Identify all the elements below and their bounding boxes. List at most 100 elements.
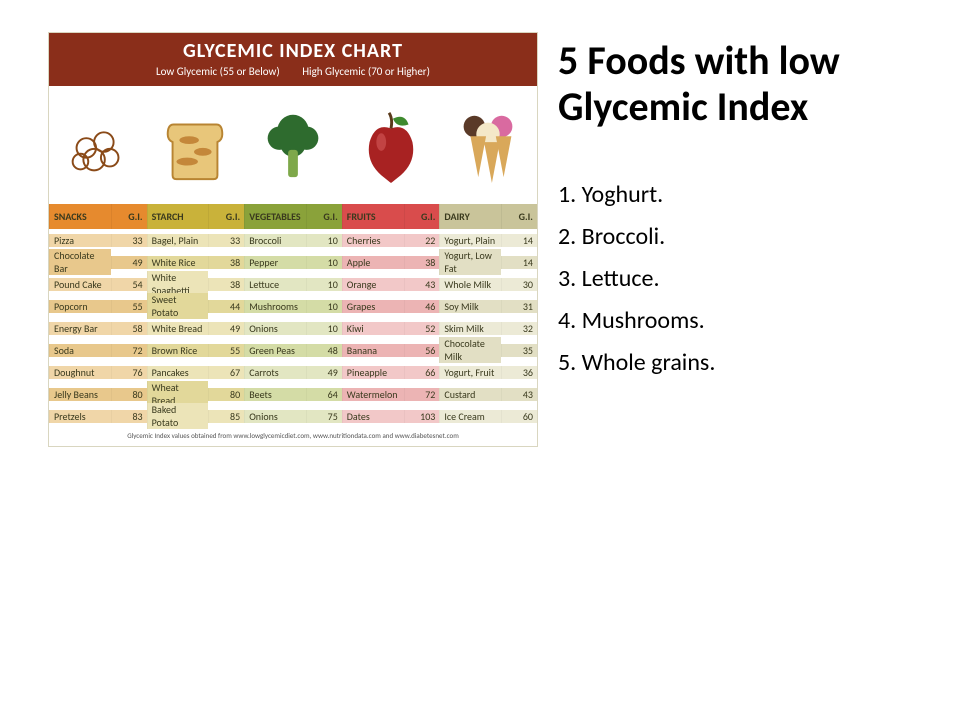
- table-row: Pretzels83Baked Potato85Onions75Dates103…: [49, 405, 537, 427]
- cell-name: White Bread: [147, 322, 209, 335]
- cell-gi: 52: [404, 322, 440, 335]
- cell-name: Dates: [342, 410, 404, 423]
- cell-name: Banana: [342, 344, 404, 357]
- cell-gi: 55: [208, 344, 244, 357]
- cell-gi: 103: [404, 410, 440, 423]
- cell-name: Yogurt, Low Fat: [439, 249, 501, 275]
- cell-gi: 33: [208, 234, 244, 247]
- cell-name: Pretzels: [49, 410, 111, 423]
- food-images-row: [49, 86, 537, 204]
- cell-gi: 46: [404, 300, 440, 313]
- cell-gi: 56: [404, 344, 440, 357]
- cell-name: Onions: [244, 322, 306, 335]
- cell-name: Chocolate Bar: [49, 249, 111, 275]
- table-row: Chocolate Bar49White Rice38Pepper10Apple…: [49, 251, 537, 273]
- cell-gi: 49: [306, 366, 342, 379]
- cell-gi: 48: [306, 344, 342, 357]
- cell-name: Sweet Potato: [147, 293, 209, 319]
- cell-gi: 10: [306, 278, 342, 291]
- cell-gi: 43: [404, 278, 440, 291]
- cell-gi: 43: [501, 388, 537, 401]
- table-row: Pound Cake54White Spaghetti38Lettuce10Or…: [49, 273, 537, 295]
- cell-gi: 30: [501, 278, 537, 291]
- col-header-gi: G.I.: [501, 204, 537, 229]
- cell-gi: 58: [111, 322, 147, 335]
- cell-name: Pound Cake: [49, 278, 111, 291]
- cell-name: Skim Milk: [439, 322, 501, 335]
- text-panel: 5 Foods with low Glycemic Index 1. Yoghu…: [540, 0, 960, 720]
- cell-gi: 36: [501, 366, 537, 379]
- cell-gi: 14: [501, 234, 537, 247]
- foods-list: 1. Yoghurt.2. Broccoli.3. Lettuce.4. Mus…: [558, 174, 936, 384]
- cell-gi: 31: [501, 300, 537, 313]
- cell-name: Lettuce: [244, 278, 306, 291]
- list-item: 2. Broccoli.: [558, 216, 936, 258]
- cell-gi: 35: [501, 344, 537, 357]
- cell-name: Pancakes: [147, 366, 209, 379]
- cell-name: Pizza: [49, 234, 111, 247]
- cell-gi: 75: [306, 410, 342, 423]
- col-header: SNACKS: [49, 204, 111, 229]
- apple-image: [342, 86, 440, 204]
- icecream-image: [439, 86, 537, 204]
- cell-name: Beets: [244, 388, 306, 401]
- cell-gi: 67: [208, 366, 244, 379]
- table-row: Energy Bar58White Bread49Onions10Kiwi52S…: [49, 317, 537, 339]
- cell-gi: 54: [111, 278, 147, 291]
- chart-footer: Glycemic Index values obtained from www.…: [49, 427, 537, 446]
- gi-chart: GLYCEMIC INDEX CHART Low Glycemic (55 or…: [48, 32, 538, 447]
- page-title: 5 Foods with low Glycemic Index: [558, 38, 936, 130]
- cell-name: Soy Milk: [439, 300, 501, 313]
- table-row: Doughnut76Pancakes67Carrots49Pineapple66…: [49, 361, 537, 383]
- cell-name: Baked Potato: [147, 403, 209, 429]
- col-header-gi: G.I.: [404, 204, 440, 229]
- cell-name: Broccoli: [244, 234, 306, 247]
- cell-name: Grapes: [342, 300, 404, 313]
- cell-name: Watermelon: [342, 388, 404, 401]
- cell-name: Kiwi: [342, 322, 404, 335]
- subtitle-low: Low Glycemic (55 or Below): [156, 65, 280, 78]
- cell-name: Jelly Beans: [49, 388, 111, 401]
- cell-name: Ice Cream: [439, 410, 501, 423]
- cell-gi: 49: [111, 256, 147, 269]
- cell-name: White Rice: [147, 256, 209, 269]
- list-item: 1. Yoghurt.: [558, 174, 936, 216]
- broccoli-image: [244, 86, 342, 204]
- col-header-gi: G.I.: [306, 204, 342, 229]
- cell-gi: 72: [111, 344, 147, 357]
- col-header-gi: G.I.: [208, 204, 244, 229]
- cell-name: Cherries: [342, 234, 404, 247]
- chart-panel: GLYCEMIC INDEX CHART Low Glycemic (55 or…: [0, 0, 540, 720]
- cell-name: Apple: [342, 256, 404, 269]
- cell-gi: 60: [501, 410, 537, 423]
- col-header: FRUITS: [342, 204, 404, 229]
- cell-gi: 10: [306, 256, 342, 269]
- cell-gi: 72: [404, 388, 440, 401]
- cell-gi: 80: [208, 388, 244, 401]
- cell-name: Chocolate Milk: [439, 337, 501, 363]
- cell-name: Doughnut: [49, 366, 111, 379]
- cell-gi: 14: [501, 256, 537, 269]
- table-header-row: SNACKSG.I.STARCHG.I.VEGETABLESG.I.FRUITS…: [49, 204, 537, 229]
- cell-gi: 80: [111, 388, 147, 401]
- cell-gi: 38: [208, 256, 244, 269]
- chart-title: GLYCEMIC INDEX CHART: [49, 39, 537, 63]
- col-header: DAIRY: [439, 204, 501, 229]
- chart-header: GLYCEMIC INDEX CHART Low Glycemic (55 or…: [49, 33, 537, 86]
- list-item: 3. Lettuce.: [558, 258, 936, 300]
- list-item: 5. Whole grains.: [558, 342, 936, 384]
- cell-gi: 32: [501, 322, 537, 335]
- cell-name: Mushrooms: [244, 300, 306, 313]
- pretzels-image: [49, 86, 147, 204]
- cell-name: Whole Milk: [439, 278, 501, 291]
- toast-image: [147, 86, 245, 204]
- cell-gi: 55: [111, 300, 147, 313]
- cell-name: Onions: [244, 410, 306, 423]
- cell-gi: 22: [404, 234, 440, 247]
- cell-gi: 49: [208, 322, 244, 335]
- cell-name: Pepper: [244, 256, 306, 269]
- cell-gi: 44: [208, 300, 244, 313]
- cell-gi: 83: [111, 410, 147, 423]
- cell-name: Custard: [439, 388, 501, 401]
- cell-name: Yogurt, Plain: [439, 234, 501, 247]
